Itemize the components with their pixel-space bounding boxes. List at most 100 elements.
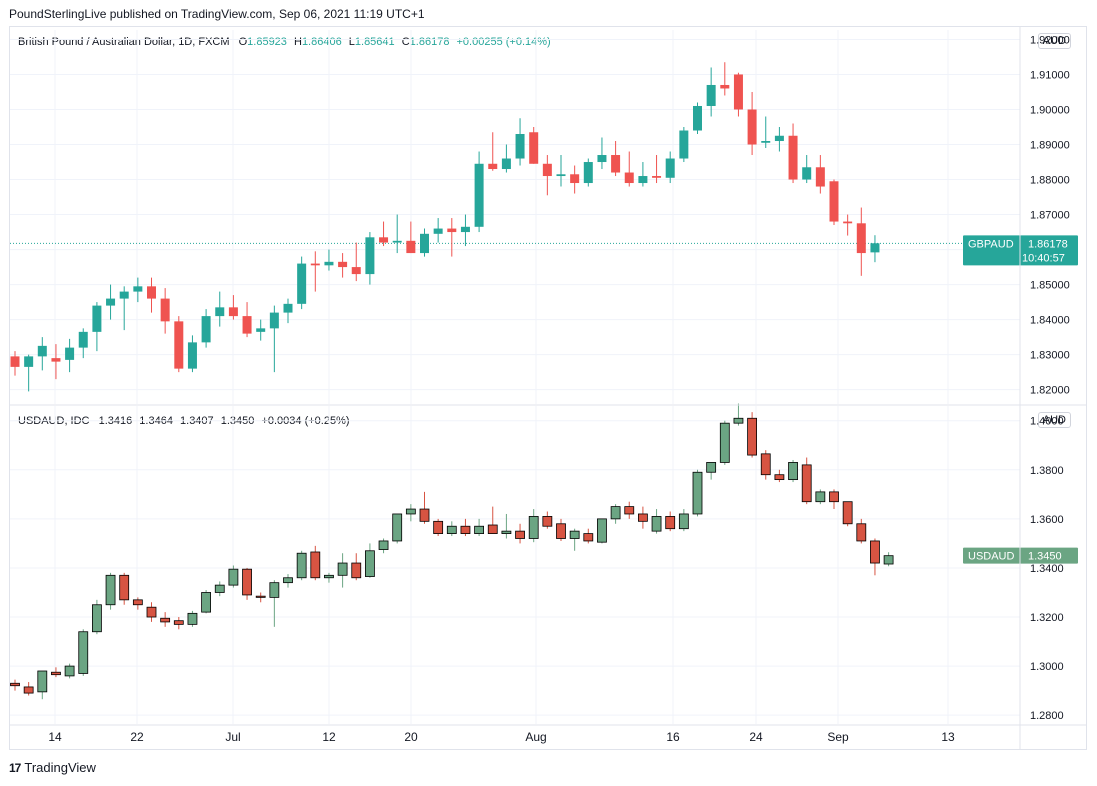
tradingview-logo-icon: 17	[9, 760, 21, 775]
usdaud-candle-body	[228, 568, 239, 586]
usdaud-candle-body	[651, 516, 662, 532]
usdaud-candle-body	[146, 606, 157, 618]
gbpaud-candle-body	[788, 135, 798, 180]
usdaud-candle-body	[760, 453, 771, 476]
x-tick-label: Jul	[225, 730, 240, 744]
gbpaud-candle-body	[665, 158, 675, 178]
gbpaud-candle-body	[515, 134, 525, 159]
usdaud-y-tick-label: 1.3000	[1030, 661, 1064, 673]
usdaud-candle-body	[638, 513, 648, 522]
gbpaud-candle-body	[570, 174, 580, 184]
gbpaud-candle-body	[829, 181, 839, 222]
usdaud-candle-body	[528, 516, 539, 539]
usdaud-candle-body	[132, 599, 143, 606]
usdaud-candle-body	[433, 520, 444, 534]
gbpaud-candle-body	[119, 291, 129, 299]
gbpaud-candle-body	[843, 221, 853, 224]
gbpaud-candle-body	[870, 243, 880, 253]
usdaud-candle-body	[542, 516, 553, 527]
gbpaud-candle-body	[433, 228, 443, 234]
gbpaud-candle-body	[488, 163, 498, 170]
gbpaud-candle-body	[856, 223, 866, 254]
usdaud-candle-body	[569, 530, 580, 539]
gbpaud-candle-body	[693, 105, 702, 131]
gbpaud-candle-body	[802, 167, 812, 180]
gbpaud-candle-body	[187, 342, 197, 369]
grid-layer	[10, 30, 1020, 724]
gbpaud-candle-body	[774, 135, 784, 142]
usdaud-y-tick-label: 1.3800	[1030, 465, 1064, 477]
gbpaud-last-price-value: 1.86178	[1028, 238, 1068, 250]
usdaud-candle-body	[364, 550, 375, 577]
usdaud-candle-body	[64, 665, 75, 677]
usdaud-candle-body	[214, 584, 225, 593]
x-tick-label: 22	[130, 730, 144, 744]
usdaud-candle-body	[815, 491, 826, 503]
usdaud-y-tick-label: 1.3400	[1030, 563, 1064, 575]
gbpaud-y-tick-label: 1.84000	[1030, 315, 1070, 327]
gbpaud-candle-body	[733, 74, 743, 110]
publisher-line: PoundSterlingLive published on TradingVi…	[9, 7, 425, 21]
usdaud-candle-body	[160, 617, 171, 623]
usdaud-candle-body	[242, 568, 252, 596]
usdaud-candle-body	[883, 555, 894, 565]
usdaud-candle-body	[187, 612, 198, 625]
x-tick-label: 14	[48, 730, 62, 744]
usdaud-candle-body	[446, 525, 457, 534]
gbpaud-candle-body	[556, 174, 566, 177]
gbpaud-candle-body	[720, 84, 730, 89]
usdaud-candle-body	[801, 464, 812, 503]
usdaud-candle-body	[405, 508, 416, 515]
usdaud-currency-badge[interactable]: AUD	[1037, 412, 1071, 428]
gbpaud-candle-body	[106, 298, 116, 306]
gbpaud-currency-badge[interactable]: AUD	[1037, 33, 1071, 49]
usdaud-candle-body	[392, 513, 403, 542]
gbpaud-last-symbol-label: GBPAUD	[968, 238, 1014, 250]
gbpaud-candle-body	[215, 307, 225, 317]
footer-brand[interactable]: 17 TradingView	[9, 760, 96, 775]
usdaud-candle-body	[870, 540, 880, 564]
usdaud-candle-body	[78, 631, 89, 674]
usdaud-y-tick-label: 1.4000	[1030, 416, 1064, 428]
usdaud-candle-body	[119, 574, 130, 601]
gbpaud-candle-body	[65, 347, 75, 360]
gbpaud-candle-body	[706, 84, 716, 106]
gbpaud-y-tick-label: 1.89000	[1030, 140, 1070, 152]
gbpaud-candle-body	[652, 176, 662, 178]
gbpaud-candle-body	[529, 132, 539, 164]
gbpaud-candle-body	[37, 345, 47, 357]
gbpaud-candle-body	[447, 228, 457, 233]
usdaud-candle-body	[105, 574, 116, 606]
gbpaud-y-tick-label: 1.90000	[1030, 104, 1070, 116]
gbpaud-y-tick-label: 1.83000	[1030, 350, 1070, 362]
gbpaud-candle-body	[256, 328, 266, 332]
usdaud-candle-body	[310, 551, 321, 579]
usdaud-last-symbol-label: USDAUD	[968, 551, 1015, 563]
gbpaud-y-tick-label: 1.85000	[1030, 280, 1070, 292]
gbpaud-candle-body	[242, 316, 252, 334]
usdaud-candle-body	[269, 582, 280, 598]
gbpaud-candle-body	[10, 356, 20, 367]
usdaud-candle-body	[515, 530, 525, 539]
usdaud-candle-body	[610, 506, 621, 520]
gbpaud-candle-body	[51, 358, 61, 362]
x-tick-label: 12	[322, 730, 336, 744]
x-tick-label: 24	[749, 730, 763, 744]
usdaud-y-tick-label: 1.2800	[1030, 710, 1064, 722]
gbpaud-candle-body	[460, 226, 470, 233]
usdaud-candle-body	[51, 671, 61, 676]
usdaud-candle-body	[788, 462, 798, 481]
gbpaud-candle-body	[597, 155, 607, 163]
gbpaud-candle-body	[624, 172, 634, 184]
usdaud-candle-body	[351, 562, 362, 579]
usdaud-candle-body	[296, 552, 307, 579]
usdaud-candle-body	[255, 595, 266, 598]
gbpaud-candle-body	[611, 155, 621, 173]
gbpaud-y-tick-label: 1.92000	[1030, 34, 1070, 46]
gbpaud-open-label: O	[238, 36, 248, 48]
gbpaud-close-label: C	[401, 36, 410, 48]
gbpaud-candle-body	[501, 158, 511, 170]
usdaud-candle-body	[747, 417, 757, 456]
usdaud-candle-body	[719, 422, 730, 463]
